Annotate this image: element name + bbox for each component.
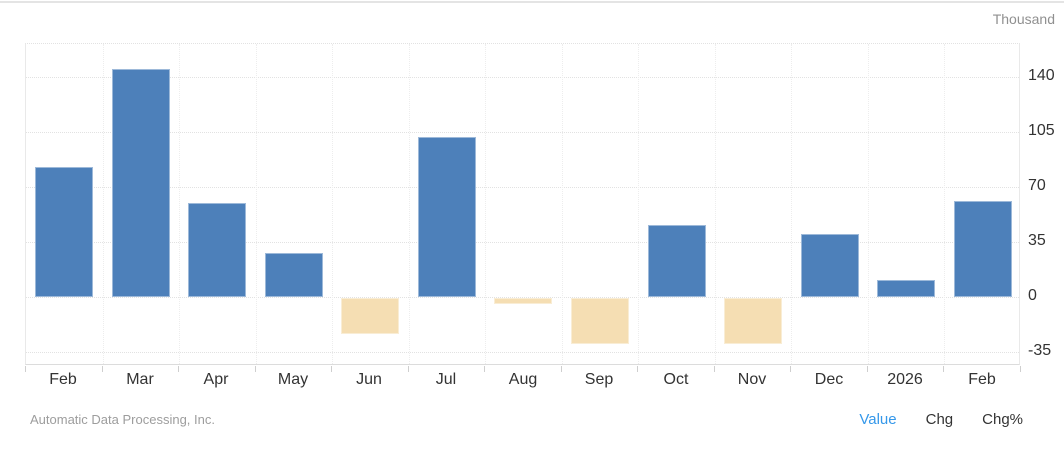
source-attribution: Automatic Data Processing, Inc. bbox=[30, 412, 215, 427]
gridline-vertical bbox=[944, 44, 945, 364]
gridline-vertical bbox=[179, 44, 180, 364]
gridline-vertical bbox=[256, 44, 257, 364]
x-axis-label: May bbox=[277, 371, 309, 388]
x-axis-tick bbox=[943, 366, 944, 372]
y-axis-tick-label: 140 bbox=[1028, 67, 1055, 84]
x-axis-tick bbox=[331, 366, 332, 372]
x-axis-label: Aug bbox=[508, 371, 538, 388]
gridline-vertical bbox=[638, 44, 639, 364]
x-axis-label: Feb bbox=[968, 371, 996, 388]
x-axis-label: Feb bbox=[49, 371, 77, 388]
bar-nov[interactable] bbox=[724, 298, 782, 344]
bar-mar[interactable] bbox=[112, 69, 170, 297]
mode-chg-percent-button[interactable]: Chg% bbox=[982, 411, 1023, 428]
x-axis-label: Oct bbox=[663, 371, 689, 388]
bar-sep[interactable] bbox=[571, 298, 629, 344]
gridline-vertical bbox=[103, 44, 104, 364]
x-axis-label: Jul bbox=[435, 371, 457, 388]
x-axis-label: Apr bbox=[203, 371, 229, 388]
x-axis-tick bbox=[484, 366, 485, 372]
mode-chg-button[interactable]: Chg bbox=[925, 411, 954, 428]
gridline-horizontal bbox=[26, 242, 1019, 243]
bar-dec[interactable] bbox=[801, 234, 859, 297]
bar-oct[interactable] bbox=[648, 225, 706, 297]
y-axis-tick-label: 0 bbox=[1028, 287, 1037, 304]
y-axis-tick-label: 35 bbox=[1028, 232, 1046, 249]
bar-apr[interactable] bbox=[188, 203, 246, 297]
gridline-vertical bbox=[715, 44, 716, 364]
x-axis-tick bbox=[714, 366, 715, 372]
gridline-horizontal bbox=[26, 77, 1019, 78]
gridline-vertical bbox=[332, 44, 333, 364]
x-axis-tick bbox=[561, 366, 562, 372]
gridline-vertical bbox=[791, 44, 792, 364]
x-axis-tick bbox=[178, 366, 179, 372]
y-axis-tick-label: 70 bbox=[1028, 177, 1046, 194]
y-axis-unit-label: Thousand bbox=[992, 11, 1055, 27]
gridline-vertical bbox=[868, 44, 869, 364]
y-axis-tick-label: 105 bbox=[1028, 122, 1055, 139]
mode-value-button[interactable]: Value bbox=[859, 411, 897, 428]
gridline-horizontal bbox=[26, 187, 1019, 188]
x-axis-tick bbox=[408, 366, 409, 372]
x-axis-tick bbox=[1020, 366, 1021, 372]
x-axis-tick bbox=[867, 366, 868, 372]
gridline-horizontal bbox=[26, 132, 1019, 133]
x-axis-tick bbox=[637, 366, 638, 372]
x-axis-tick bbox=[790, 366, 791, 372]
x-axis-label: Mar bbox=[126, 371, 154, 388]
x-axis-label: 2026 bbox=[887, 371, 923, 388]
x-axis-label: Dec bbox=[814, 371, 844, 388]
gridline-vertical bbox=[562, 44, 563, 364]
y-axis-tick-label: -35 bbox=[1028, 342, 1052, 359]
x-axis-label: Sep bbox=[584, 371, 614, 388]
x-axis-label: Nov bbox=[737, 371, 767, 388]
bar-jul[interactable] bbox=[418, 137, 476, 297]
plot-area bbox=[25, 43, 1020, 365]
bar-jun[interactable] bbox=[341, 298, 399, 334]
bar-aug[interactable] bbox=[494, 298, 552, 304]
chart-mode-switcher: Value Chg Chg% bbox=[859, 411, 1023, 428]
x-axis-tick bbox=[25, 366, 26, 372]
gridline-vertical bbox=[409, 44, 410, 364]
bar-feb[interactable] bbox=[35, 167, 93, 297]
gridline-vertical bbox=[485, 44, 486, 364]
x-axis-label: Jun bbox=[356, 371, 382, 388]
x-axis-tick bbox=[255, 366, 256, 372]
bar-2026[interactable] bbox=[877, 280, 935, 297]
adp-employment-bar-chart: 140 105 70 35 0 -35 Feb Mar Apr May Jun Jul Aug Sep Oc… bbox=[25, 43, 1055, 388]
bar-may[interactable] bbox=[265, 253, 323, 297]
gridline-horizontal bbox=[26, 352, 1019, 353]
gridline-horizontal bbox=[26, 297, 1019, 298]
top-divider bbox=[0, 1, 1064, 3]
x-axis-tick bbox=[102, 366, 103, 372]
bar-feb[interactable] bbox=[954, 201, 1012, 297]
